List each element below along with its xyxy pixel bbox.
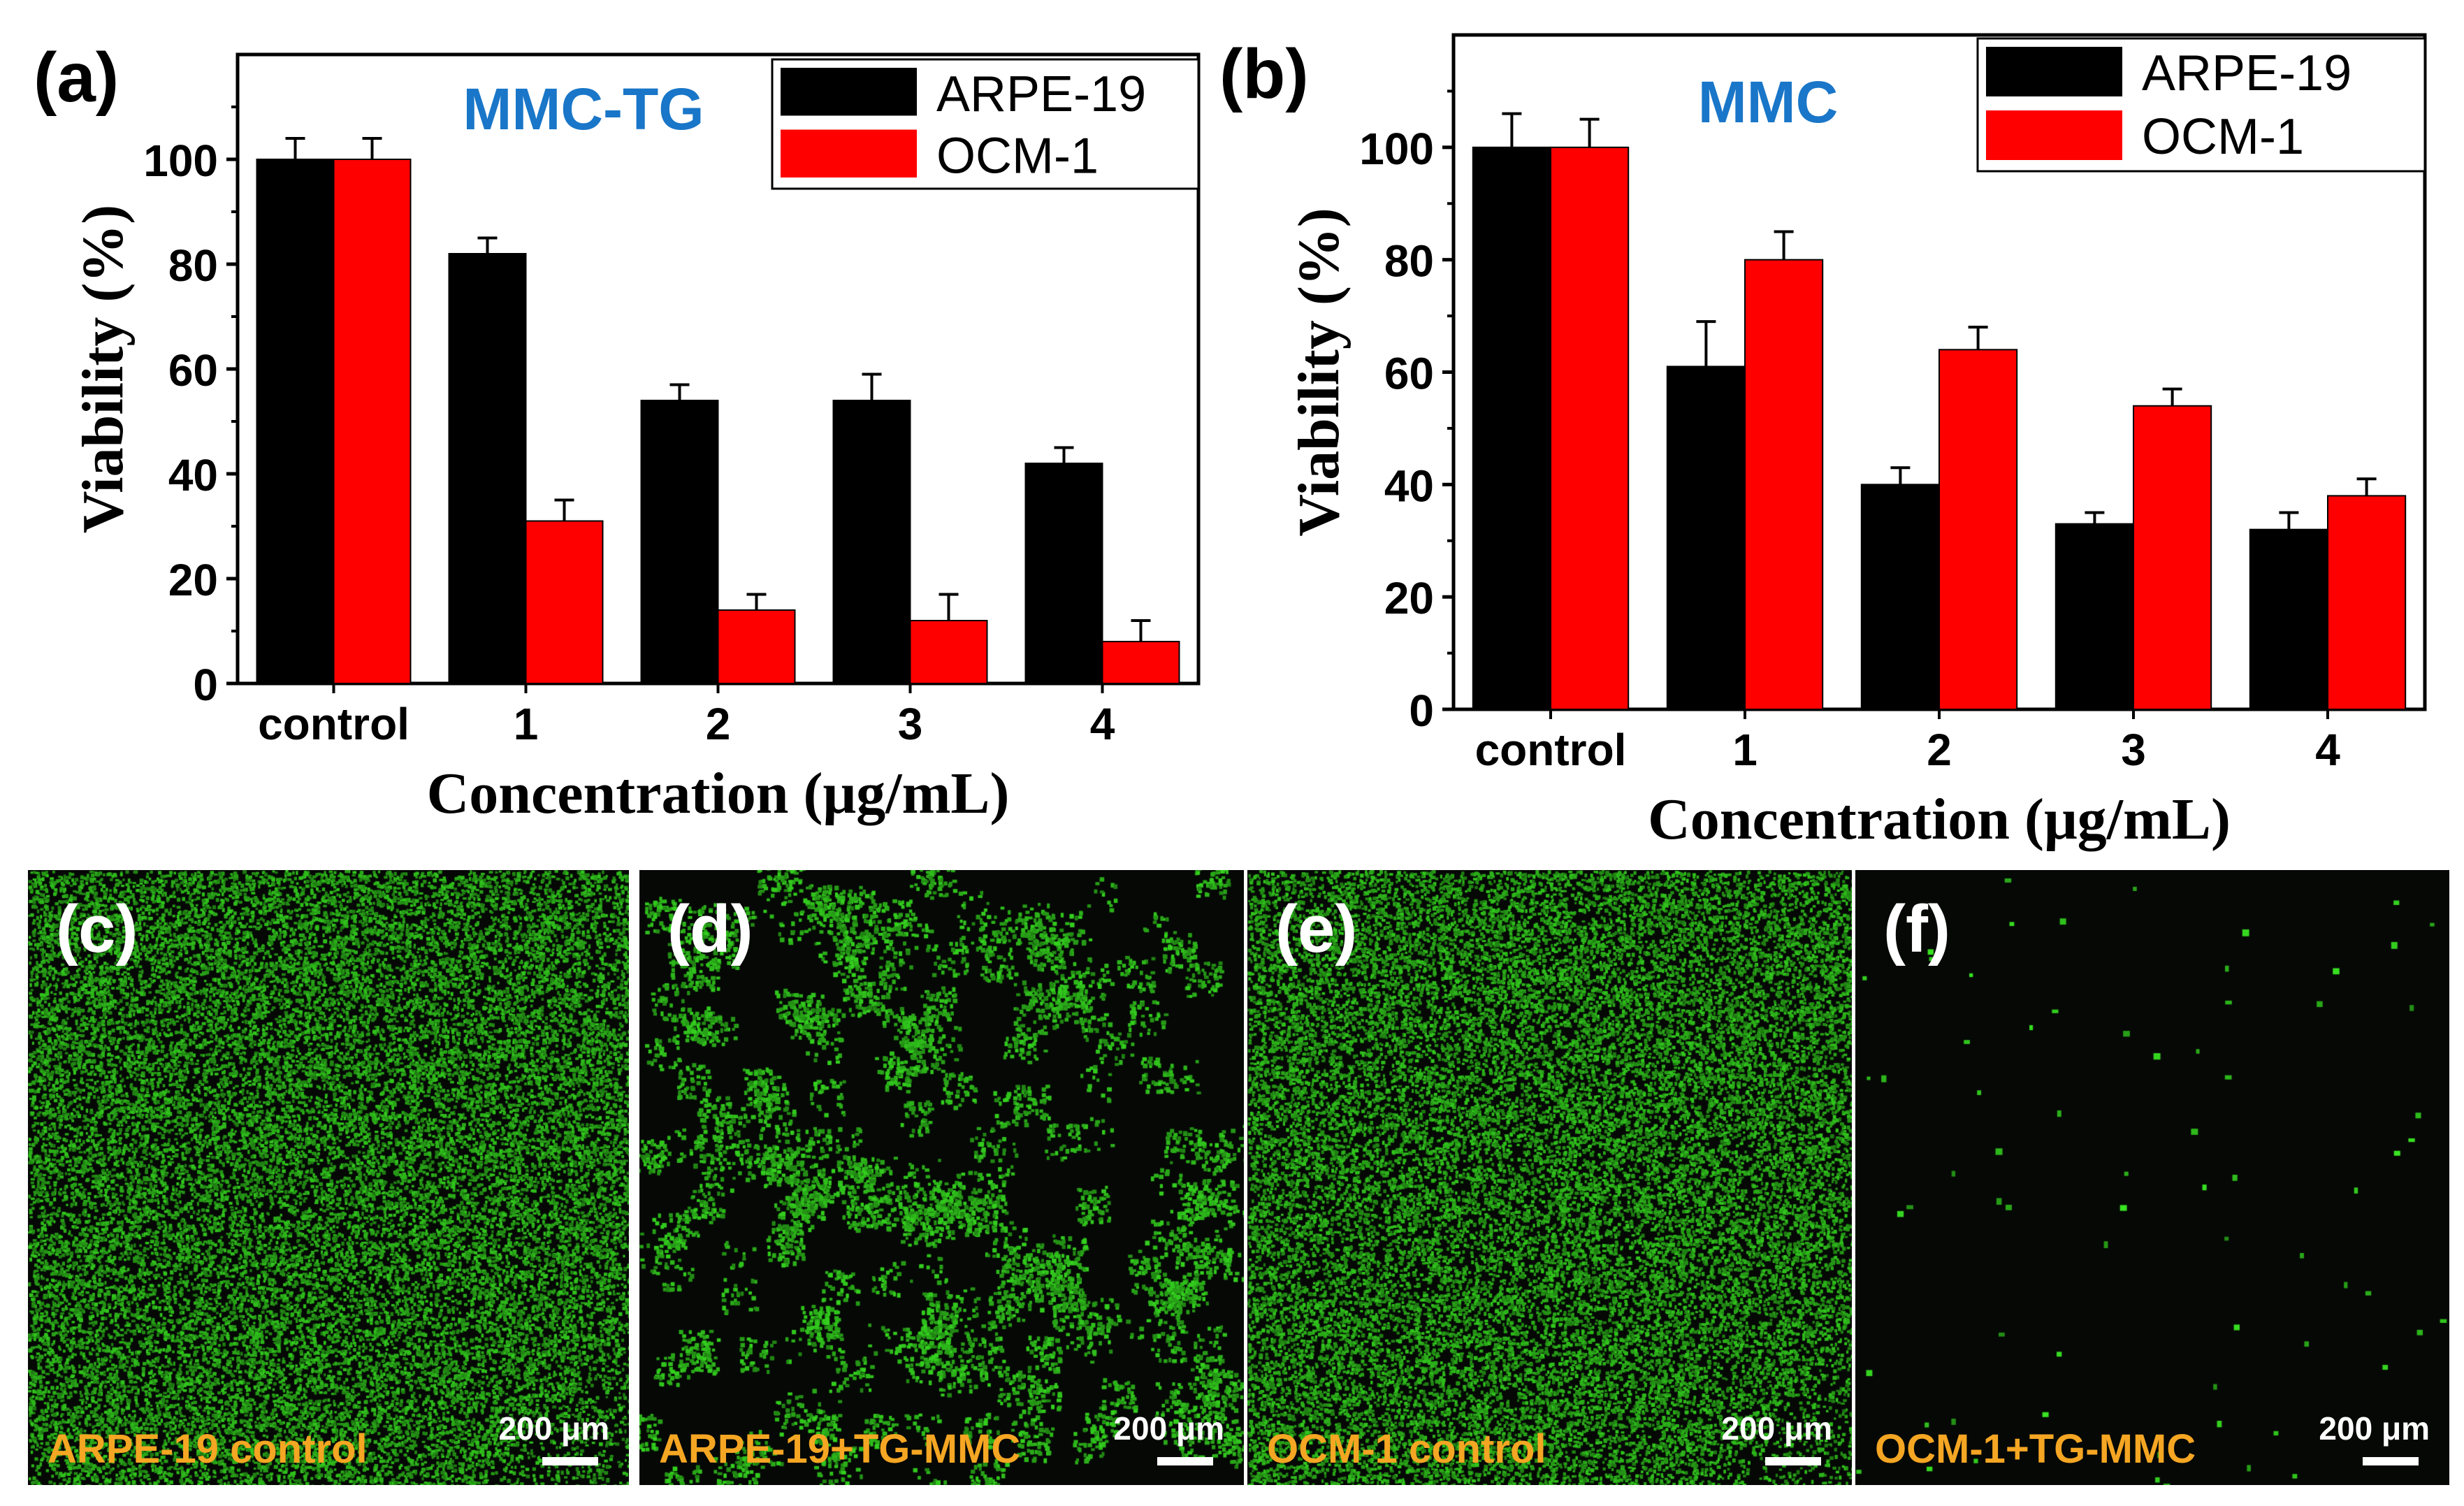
legend-swatch-b-arpe-19 [1986, 47, 2122, 96]
panel-label-c: (c) [56, 892, 138, 966]
legend-swatch-a-ocm-1 [781, 129, 917, 178]
scale-bar-f [2363, 1457, 2419, 1465]
caption-d: ARPE-19+TG-MMC [659, 1426, 1021, 1472]
bar-b-arpe-19-1 [1666, 365, 1746, 710]
bar-a-ocm-1-3 [909, 620, 988, 684]
bar-b-arpe-19-4 [2249, 528, 2329, 711]
scale-text-e: 200 μm [1721, 1410, 1832, 1447]
bar-b-ocm-1-3 [2133, 405, 2212, 710]
bar-a-ocm-1-2 [717, 609, 796, 684]
x-tick-label-b-2: 2 [1927, 725, 1952, 775]
scale-bar-c [542, 1457, 598, 1465]
legend-swatch-a-arpe-19 [781, 68, 917, 116]
bar-b-ocm-1-4 [2327, 495, 2407, 711]
bar-a-ocm-1-4 [1101, 641, 1180, 684]
legend-label-a-arpe-19: ARPE-19 [936, 66, 1146, 122]
legend-label-b-ocm-1: OCM-1 [2142, 109, 2304, 165]
x-tick-label-b-3: 3 [2121, 725, 2146, 775]
y-axis-label-b: Viability (%) [1287, 208, 1351, 537]
x-tick-label-b-1: 1 [1732, 725, 1758, 775]
legend-swatch-b-ocm-1 [1986, 110, 2122, 160]
y-tick-label-b-2: 40 [1384, 461, 1434, 511]
x-tick-label-a-4: 4 [1090, 699, 1115, 749]
x-tick-label-a-3: 3 [898, 699, 923, 749]
legend-label-a-ocm-1: OCM-1 [936, 129, 1099, 184]
y-tick-label-b-3: 60 [1384, 349, 1434, 399]
micrograph-d-image [639, 870, 1244, 1485]
panel-label-a: (a) [34, 38, 119, 117]
panel-label-f: (f) [1883, 892, 1950, 966]
y-tick-label-a-1: 20 [168, 555, 218, 605]
bar-b-arpe-19-control [1472, 146, 1552, 711]
bar-b-ocm-1-2 [1938, 349, 2018, 711]
micrograph-e: (e) OCM-1 control 200 μm [1247, 870, 1852, 1485]
caption-f: OCM-1+TG-MMC [1875, 1426, 2196, 1472]
bar-a-arpe-19-4 [1024, 463, 1103, 684]
x-tick-label-b-0: control [1475, 725, 1627, 775]
y-tick-label-a-4: 80 [168, 240, 218, 291]
scale-text-d: 200 μm [1113, 1410, 1224, 1447]
micrograph-f: (f) OCM-1+TG-MMC 200 μm [1855, 870, 2449, 1485]
x-tick-label-a-1: 1 [514, 699, 539, 749]
x-axis-label-b: Concentration (μg/mL) [1648, 787, 2231, 852]
bar-a-arpe-19-control [256, 159, 335, 684]
micrograph-d: (d) ARPE-19+TG-MMC 200 μm [639, 870, 1244, 1485]
y-tick-label-b-1: 20 [1384, 573, 1434, 623]
legend-label-b-arpe-19: ARPE-19 [2142, 45, 2351, 101]
y-tick-label-a-3: 60 [168, 345, 218, 396]
x-axis-label-a: Concentration (μg/mL) [427, 761, 1010, 826]
scale-text-c: 200 μm [498, 1410, 609, 1447]
bar-a-arpe-19-2 [640, 400, 719, 684]
micrograph-c-image [28, 870, 629, 1485]
chart-title-a: MMC-TG [463, 76, 704, 142]
panel-label-b: (b) [1219, 35, 1309, 113]
y-tick-label-b-0: 0 [1409, 686, 1434, 736]
caption-e: OCM-1 control [1267, 1426, 1546, 1472]
micrograph-c: (c) ARPE-19 control 200 μm [28, 870, 629, 1485]
panel-label-e: (e) [1275, 892, 1358, 966]
caption-c: ARPE-19 control [48, 1426, 368, 1472]
y-tick-label-a-2: 40 [168, 450, 218, 500]
panel-label-d: (d) [667, 892, 753, 966]
scale-bar-e [1765, 1457, 1821, 1465]
scale-text-f: 200 μm [2319, 1410, 2430, 1447]
micrograph-f-image [1855, 870, 2449, 1485]
bar-b-arpe-19-3 [2054, 523, 2135, 710]
bar-b-ocm-1-control [1550, 146, 1630, 711]
y-tick-label-a-0: 0 [193, 660, 218, 710]
y-tick-label-b-4: 80 [1384, 236, 1434, 287]
chart-title-b: MMC [1698, 69, 1839, 135]
bar-a-ocm-1-control [333, 159, 412, 684]
micrograph-e-image [1247, 870, 1852, 1485]
y-axis-label-a: Viability (%) [71, 205, 136, 534]
bar-b-arpe-19-2 [1860, 484, 1941, 710]
bar-b-ocm-1-1 [1744, 259, 1824, 710]
bar-a-arpe-19-1 [448, 253, 527, 684]
x-tick-label-b-4: 4 [2315, 725, 2340, 775]
x-tick-label-a-2: 2 [706, 699, 731, 749]
bar-a-ocm-1-1 [525, 520, 604, 684]
x-tick-label-a-0: control [258, 699, 410, 749]
y-tick-label-a-5: 100 [143, 136, 218, 186]
scale-bar-d [1157, 1457, 1213, 1465]
bar-a-arpe-19-3 [832, 400, 911, 684]
y-tick-label-b-5: 100 [1359, 124, 1434, 174]
